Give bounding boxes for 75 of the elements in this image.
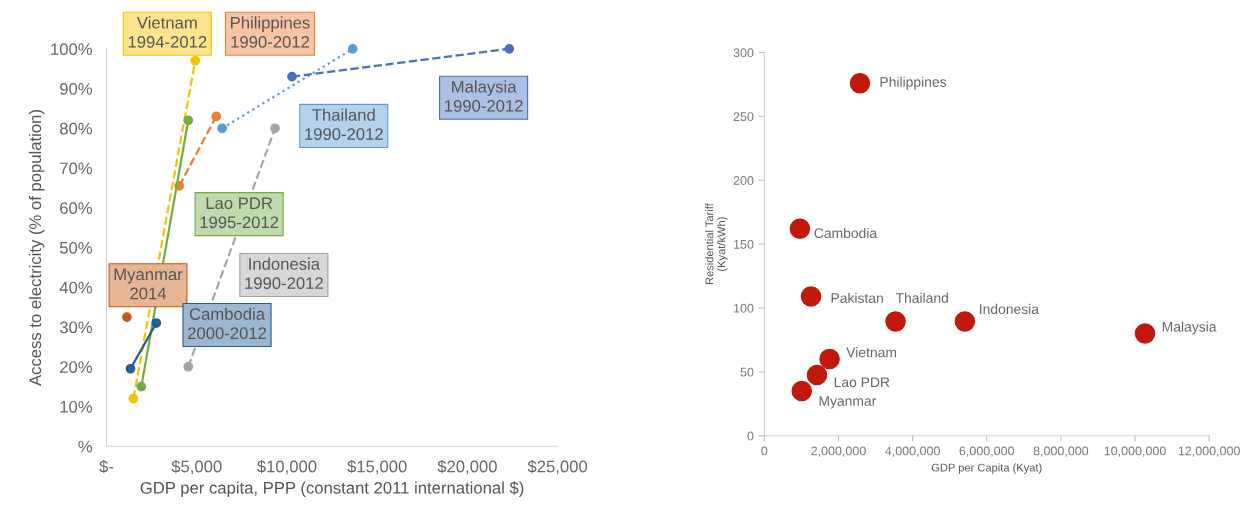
point	[504, 43, 515, 54]
x-tick-label: 6,000,000	[959, 446, 1015, 457]
point	[211, 111, 222, 122]
x-tick-label: $-	[99, 459, 114, 474]
point	[1134, 323, 1156, 344]
point	[151, 318, 162, 328]
point	[885, 311, 906, 332]
point	[791, 380, 813, 402]
y-tick-label: 10%	[60, 400, 93, 413]
point	[217, 123, 228, 134]
annotation: Pakistan	[831, 292, 883, 304]
x-axis-title: GDP per Capita (Kyat)	[931, 463, 1042, 474]
x-tick-label: 0	[761, 446, 768, 456]
annotation: Philippines	[880, 76, 947, 90]
y-tick-label: 20%	[60, 361, 93, 373]
x-tick-label: 4,000,000	[885, 446, 940, 457]
y-tick-label: 150	[734, 239, 754, 249]
x-tick-label: $10,000	[257, 459, 317, 475]
y-axis-title: Access to electricity (% of population)	[28, 110, 45, 386]
y-tick-label: 40%	[59, 281, 93, 294]
annotation: Lao PDR	[834, 377, 890, 388]
series-label: Malaysia 1990-2012	[445, 80, 523, 112]
point	[270, 123, 280, 134]
x-tick-label: 10,000,000	[1104, 446, 1166, 457]
series-label: Lao PDR 1995-2012	[200, 197, 279, 229]
x-tick-label: 12,000,000	[1178, 446, 1240, 457]
point	[954, 311, 976, 332]
series-label: Vietnam 1994-2012	[128, 16, 207, 48]
y-tick-label: 300	[733, 48, 754, 58]
point	[287, 71, 297, 82]
point	[122, 312, 132, 322]
annotation: Indonesia	[980, 303, 1039, 315]
x-tick-label: $15,000	[347, 459, 407, 475]
y-tick-label: 60%	[60, 202, 93, 214]
y-tick-label: 50	[740, 367, 754, 377]
series-label: Myanmar 2014	[114, 268, 183, 300]
point	[136, 381, 147, 392]
point	[849, 72, 871, 94]
point	[190, 55, 201, 66]
y-tick-label: %	[78, 440, 93, 453]
y-tick-label: 80%	[59, 122, 93, 135]
point	[347, 43, 358, 54]
annotation: Vietnam	[846, 347, 897, 358]
series-label: Cambodia 2000-2012	[188, 307, 267, 340]
point	[183, 361, 194, 372]
y-tick-label: 90%	[60, 82, 93, 95]
point	[819, 348, 840, 370]
point	[806, 364, 828, 386]
y-tick-label: 50%	[59, 241, 93, 254]
y-tick-label: 30%	[59, 321, 93, 334]
point	[789, 218, 811, 240]
x-tick-label: $25,000	[527, 459, 588, 475]
y-tick-label: 100	[734, 303, 754, 313]
x-tick-label: $20,000	[437, 459, 497, 475]
x-tick-label: 8,000,000	[1033, 446, 1089, 457]
x-tick-label: 2,000,000	[811, 446, 866, 457]
annotation: Malaysia	[1162, 321, 1217, 335]
annotation: Cambodia	[814, 227, 878, 239]
y-tick-label: 250	[733, 112, 754, 122]
y-tick-label: 200	[733, 176, 754, 185]
series-label: Indonesia 1990-2012	[245, 257, 323, 290]
point	[183, 115, 194, 126]
y-tick-label: 100%	[51, 43, 93, 56]
annotation: Thailand	[895, 292, 948, 303]
series-label: Thailand 1990-2012	[305, 108, 383, 140]
y-tick-label: 0	[747, 431, 754, 441]
point	[125, 363, 136, 374]
text: Philippines 1990-2012	[231, 16, 310, 48]
point	[128, 393, 139, 404]
point	[800, 286, 822, 307]
x-tick-label: $5,000	[171, 459, 222, 475]
y-axis-title: Residential Tariff (Kyat/kWh)	[705, 203, 728, 285]
annotation: Myanmar	[819, 396, 877, 409]
x-axis-title: GDP per capita, PPP (constant 2011 international $)	[140, 481, 524, 498]
y-tick-label: 70%	[60, 162, 93, 175]
